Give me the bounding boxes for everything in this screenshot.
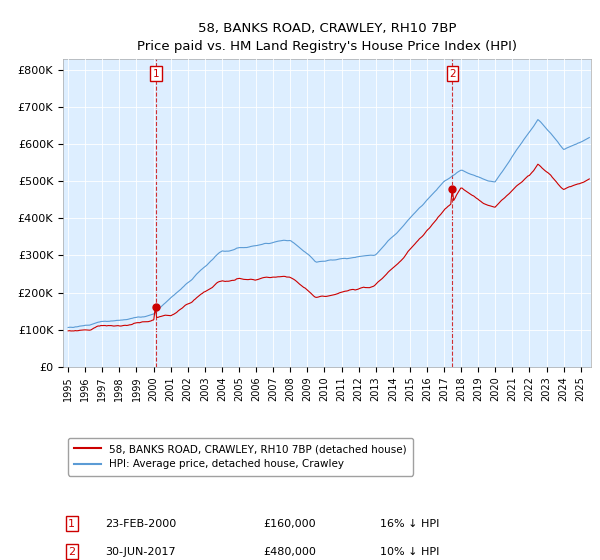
Text: £480,000: £480,000 xyxy=(263,547,317,557)
Title: 58, BANKS ROAD, CRAWLEY, RH10 7BP
Price paid vs. HM Land Registry's House Price : 58, BANKS ROAD, CRAWLEY, RH10 7BP Price … xyxy=(137,22,517,53)
Text: 30-JUN-2017: 30-JUN-2017 xyxy=(105,547,176,557)
Text: 23-FEB-2000: 23-FEB-2000 xyxy=(105,519,176,529)
Text: £160,000: £160,000 xyxy=(263,519,316,529)
Text: 10% ↓ HPI: 10% ↓ HPI xyxy=(380,547,439,557)
Text: 2: 2 xyxy=(449,69,456,78)
Legend: 58, BANKS ROAD, CRAWLEY, RH10 7BP (detached house), HPI: Average price, detached: 58, BANKS ROAD, CRAWLEY, RH10 7BP (detac… xyxy=(68,438,413,475)
Text: 16% ↓ HPI: 16% ↓ HPI xyxy=(380,519,439,529)
Text: 1: 1 xyxy=(152,69,159,78)
Text: 1: 1 xyxy=(68,519,75,529)
Text: 2: 2 xyxy=(68,547,76,557)
